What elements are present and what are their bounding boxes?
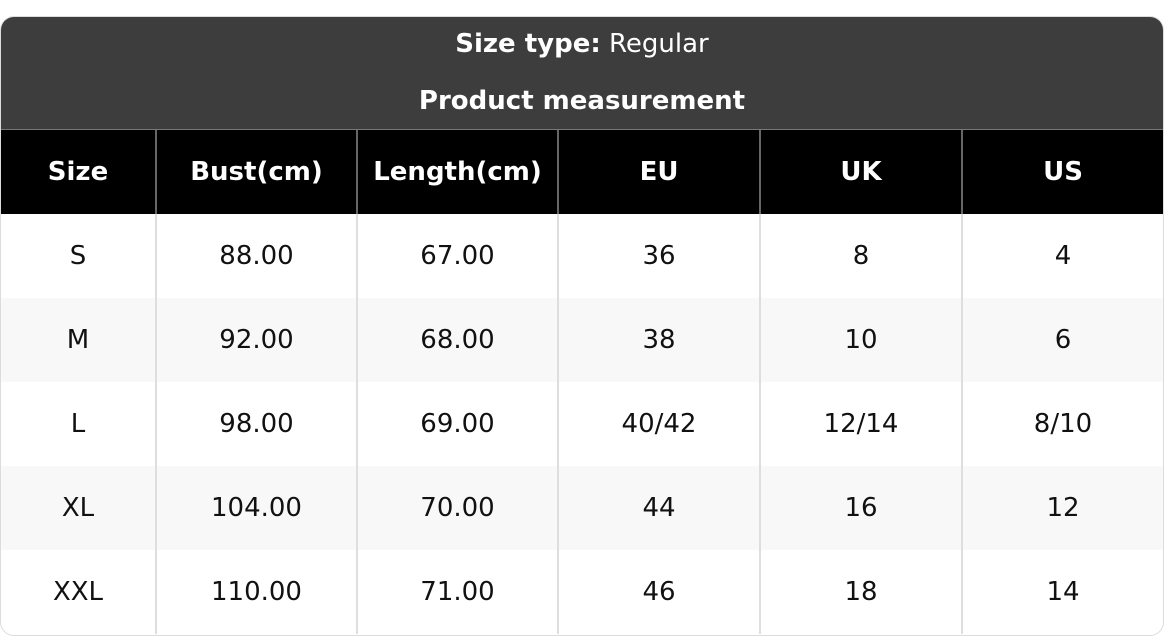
table-cell: 46	[557, 550, 760, 634]
table-cell: 18	[759, 550, 962, 634]
table-cell: 44	[557, 466, 760, 550]
table-cell: XL	[1, 466, 156, 550]
table-cell: 12	[961, 466, 1163, 550]
column-header: Size	[1, 130, 156, 214]
size-type-label: Size type:	[455, 29, 601, 59]
column-header: EU	[557, 130, 760, 214]
table-cell: 92.00	[155, 298, 357, 382]
table-cell: 36	[557, 214, 760, 298]
table-cell: 98.00	[155, 382, 357, 466]
table-cell: 16	[759, 466, 962, 550]
table-row: M 92.00 68.00 38 10 6	[1, 298, 1163, 382]
column-header: US	[961, 130, 1163, 214]
table-cell: 10	[759, 298, 962, 382]
table-cell: XXL	[52, 577, 104, 607]
subtitle: Product measurement	[418, 86, 746, 116]
header-row: Size Bust(cm) Length(cm) EU UK US	[1, 130, 1163, 214]
table-cell: 70.00	[356, 466, 558, 550]
table-cell: 68.00	[356, 298, 558, 382]
column-header: Length(cm)	[356, 130, 558, 214]
table-cell: 69.00	[356, 382, 558, 466]
table-cell: 40/42	[557, 382, 760, 466]
table-cell: L	[70, 409, 86, 439]
table-row: L 98.00 69.00 40/42 12/14 8/10	[1, 382, 1163, 466]
table-cell: 38	[557, 298, 760, 382]
size-type: Size type: Regular	[1, 17, 1163, 73]
table-cell: 12/14	[759, 382, 962, 466]
table-cell: M	[1, 298, 156, 382]
table-cell: 104.00	[155, 466, 357, 550]
size-table: Size Bust(cm) Length(cm) EU UK US S 88.00 67.00…	[1, 130, 1163, 634]
table-cell: 8	[759, 214, 962, 298]
size-chart: Size type: Regular Product measurement S…	[0, 16, 1164, 636]
chart-header: Size type: Regular Product measurement	[1, 17, 1163, 130]
table-cell: 6	[961, 298, 1163, 382]
table-cell: 4	[961, 214, 1163, 298]
column-header: UK	[759, 130, 962, 214]
column-header: Bust(cm)	[155, 130, 357, 214]
table-cell: 14	[961, 550, 1163, 634]
table-cell: S	[69, 241, 87, 271]
table-cell: 71.00	[356, 550, 558, 634]
table-row: S 88.00 67.00 36 8 4	[1, 214, 1163, 298]
table-cell: 8/10	[961, 382, 1163, 466]
table-row: XXL 110.00 71.00 46 18 14	[1, 550, 1163, 634]
size-type-value: Regular	[609, 29, 709, 59]
table-row: XL 104.00 70.00 44 16 12	[1, 466, 1163, 550]
table-cell: 110.00	[155, 550, 357, 634]
table-cell: 88.00	[155, 214, 357, 298]
table-cell: 67.00	[356, 214, 558, 298]
